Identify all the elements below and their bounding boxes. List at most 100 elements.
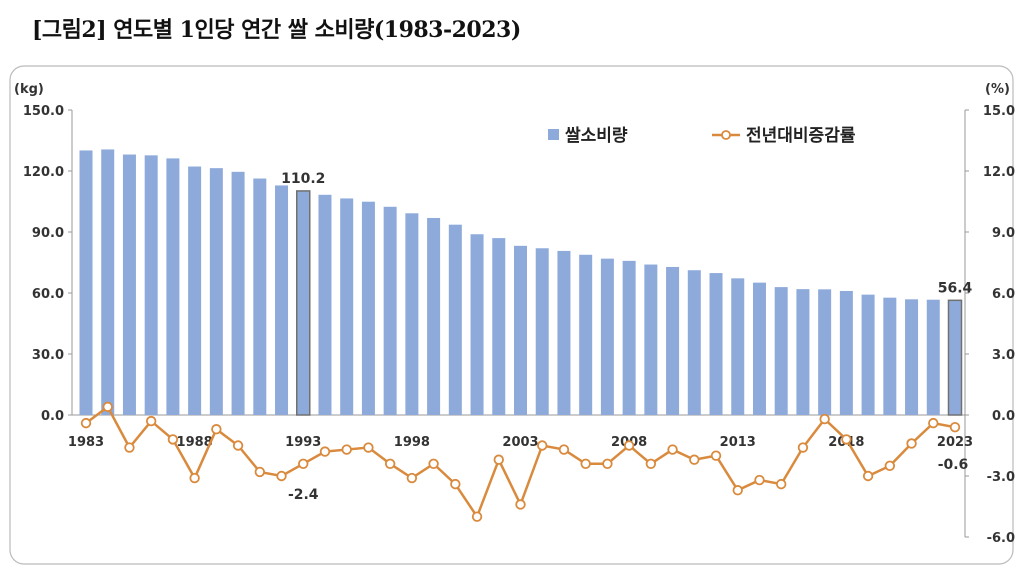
point-1999 [428,458,439,470]
point-1994 [319,446,331,457]
left-tick-label: 60.0 [32,287,64,302]
x-tick-label: 1993 [285,435,321,450]
point-2007 [602,458,613,470]
point-2016 [797,442,809,453]
x-tick-label: 1988 [177,435,213,450]
point-2021 [906,438,917,449]
bar-2023 [947,299,963,416]
bar-2016 [796,289,810,415]
right-tick-label: 9.0 [992,226,1015,241]
point-2018 [841,434,852,445]
point-2010 [667,444,678,455]
bar-1984 [101,149,115,416]
bar-2019 [861,294,875,415]
bar-2006 [579,254,593,415]
point-1983 [80,417,92,429]
bar-2022 [926,299,940,415]
bar-1993 [296,190,311,416]
left-tick-label: 120.0 [23,165,64,180]
right-tick-label: 6.0 [992,287,1015,302]
bar-2001 [470,234,484,415]
left-tick-label: 150.0 [23,104,64,119]
point-1992 [276,470,287,482]
figure-title: [그림2] 연도별 1인당 연간 쌀 소비량(1983-2023) [32,17,521,43]
point-2012 [710,450,722,461]
point-2005 [558,444,570,455]
bar-1987 [166,158,180,416]
bar-2021 [905,299,919,415]
x-tick-label: 1983 [68,435,104,450]
data-label-2023: 56.4 [938,280,973,296]
point-1985 [124,442,135,453]
point-2008 [623,440,635,451]
point-1996 [363,442,374,453]
point-2023 [949,422,961,433]
point-2001 [471,511,483,522]
bar-2015 [774,287,788,415]
right-tick-label: -6.0 [987,531,1015,546]
point-2013 [732,485,743,496]
x-tick-label: 2023 [937,435,973,450]
point-2009 [645,458,657,470]
bar-2018 [839,290,853,415]
x-tick-label: 1998 [394,435,430,450]
bar-2005 [557,250,571,415]
bar-1992 [275,185,289,415]
bar-2004 [535,248,549,415]
bar-2014 [752,282,766,415]
point-2003 [515,499,526,510]
bar-2008 [622,260,636,415]
bar-1995 [340,198,354,415]
point-1984 [102,401,113,413]
bar-2009 [644,264,658,415]
data-label-1993: 110.2 [281,171,325,187]
point-2000 [450,478,461,490]
bar-1985 [122,154,136,415]
point-2019 [862,470,874,482]
point-1995 [341,444,352,455]
right-axis-unit: (%) [985,82,1010,97]
bar-1997 [383,206,397,415]
right-tick-label: 0.0 [992,409,1015,424]
bar-2000 [448,224,462,415]
data-label-2023: -0.6 [938,457,969,473]
legend-line-label: 전년대비증감률 [746,126,856,146]
bar-1999 [427,217,441,415]
point-1989 [211,424,222,435]
point-2006 [580,458,591,470]
point-2017 [819,413,830,425]
bar-2013 [731,278,745,415]
right-tick-label: 15.0 [983,104,1015,119]
legend-bar-swatch [548,129,559,140]
bar-1983 [79,150,93,416]
point-2002 [493,454,504,465]
bar-2011 [687,270,701,415]
point-1986 [145,415,157,427]
x-tick-label: 2013 [720,435,756,450]
point-1997 [384,458,396,470]
point-2015 [776,478,787,490]
bar-1991 [253,178,267,415]
right-tick-label: 12.0 [983,165,1015,180]
right-tick-label: -3.0 [987,470,1015,485]
point-2014 [754,474,765,486]
point-2011 [689,454,700,465]
bar-2020 [883,297,897,415]
bar-2007 [600,258,614,415]
point-2020 [884,460,896,472]
bar-2010 [666,266,680,415]
bar-2002 [492,238,506,415]
bar-1988 [188,166,202,415]
left-tick-label: 90.0 [32,226,64,241]
left-tick-label: 30.0 [32,348,64,363]
legend-line-marker [721,130,731,140]
bar-1998 [405,213,419,415]
point-2004 [537,440,548,451]
x-tick-label: 2003 [502,435,538,450]
legend-bar-label: 쌀소비량 [565,126,628,146]
chart-frame [9,65,1014,565]
point-1987 [167,434,179,445]
data-label-1993: -2.4 [288,487,319,503]
left-axis-unit: (kg) [14,82,44,97]
